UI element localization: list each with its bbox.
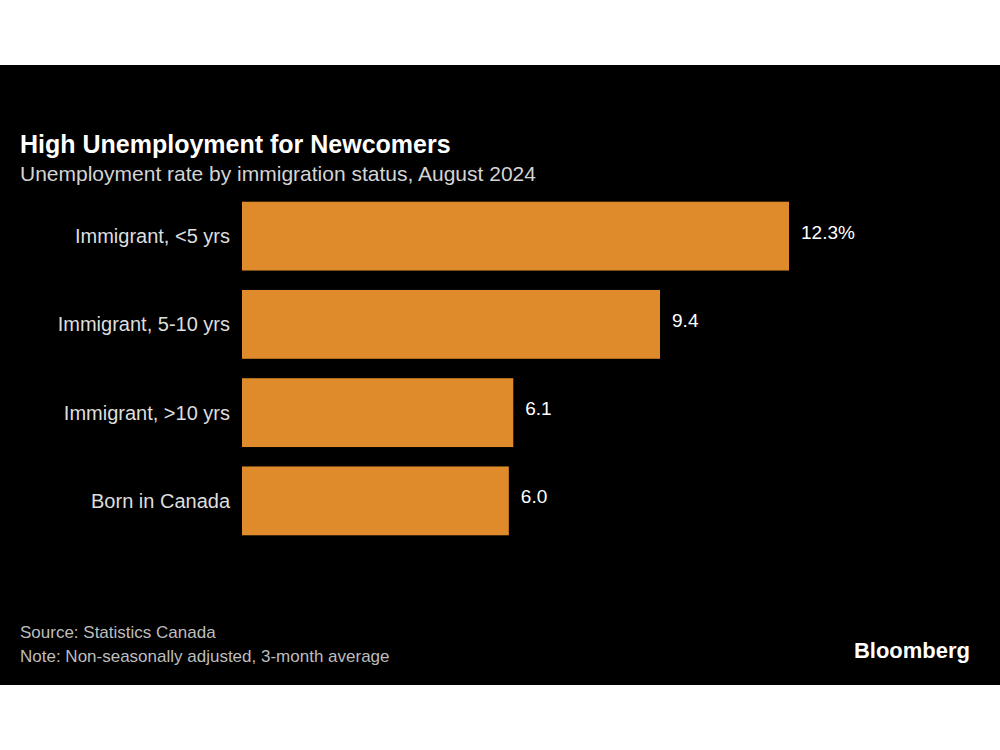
bar	[242, 202, 789, 271]
category-label: Immigrant, <5 yrs	[75, 225, 230, 247]
bars	[242, 202, 789, 536]
data-label: 6.0	[521, 486, 547, 507]
labels: Immigrant, <5 yrs 12.3% Immigrant, 5-10 yr…	[58, 222, 855, 512]
chart: High Unemployment for Newcomers Unemploym…	[0, 0, 1000, 750]
category-label: Immigrant, >10 yrs	[64, 402, 230, 424]
bar	[242, 466, 509, 535]
credit: Bloomberg	[854, 638, 970, 663]
bar	[242, 290, 660, 359]
data-label: 6.1	[525, 398, 551, 419]
subtitle: Unemployment rate by immigration status,…	[20, 162, 536, 185]
category-label: Born in Canada	[91, 490, 231, 512]
chart-panel	[0, 65, 1000, 685]
category-label: Immigrant, 5-10 yrs	[58, 313, 230, 335]
page: {"chart_data": {"type": "bar", "orientat…	[0, 0, 1000, 750]
data-label: 12.3%	[801, 222, 855, 243]
note: Note: Non-seasonally adjusted, 3-month a…	[20, 647, 390, 666]
data-label: 9.4	[672, 310, 699, 331]
source: Source: Statistics Canada	[20, 623, 216, 642]
page-background	[0, 0, 1000, 750]
title: High Unemployment for Newcomers	[20, 130, 451, 158]
bar	[242, 378, 513, 447]
